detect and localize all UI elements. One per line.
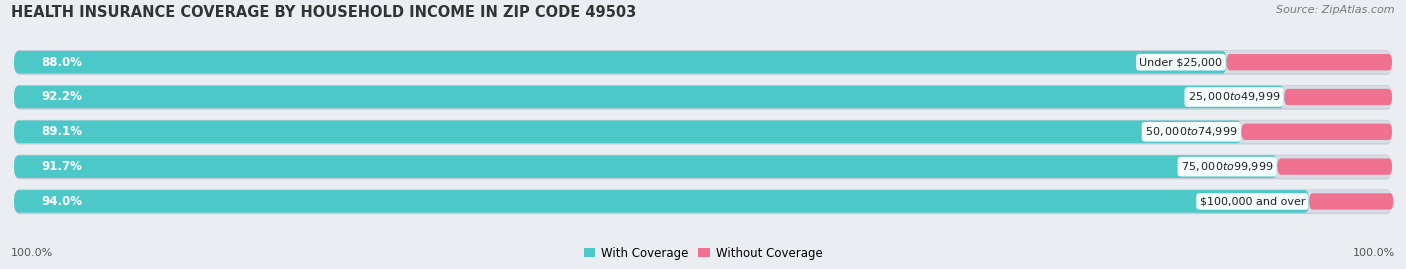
FancyBboxPatch shape (14, 86, 1285, 108)
FancyBboxPatch shape (14, 120, 1392, 144)
Text: $25,000 to $49,999: $25,000 to $49,999 (1188, 90, 1281, 104)
FancyBboxPatch shape (14, 121, 1241, 143)
Text: 100.0%: 100.0% (1353, 248, 1395, 258)
FancyBboxPatch shape (14, 121, 1392, 143)
Legend: With Coverage, Without Coverage: With Coverage, Without Coverage (579, 242, 827, 264)
FancyBboxPatch shape (14, 189, 1392, 214)
Text: 91.7%: 91.7% (42, 160, 83, 173)
Text: HEALTH INSURANCE COVERAGE BY HOUSEHOLD INCOME IN ZIP CODE 49503: HEALTH INSURANCE COVERAGE BY HOUSEHOLD I… (11, 5, 637, 20)
FancyBboxPatch shape (14, 86, 1392, 108)
FancyBboxPatch shape (14, 51, 1226, 73)
FancyBboxPatch shape (14, 51, 1392, 73)
Text: $50,000 to $74,999: $50,000 to $74,999 (1144, 125, 1237, 138)
Text: $75,000 to $99,999: $75,000 to $99,999 (1181, 160, 1274, 173)
FancyBboxPatch shape (1285, 89, 1392, 105)
Text: 100.0%: 100.0% (11, 248, 53, 258)
Text: $100,000 and over: $100,000 and over (1199, 196, 1305, 206)
Text: 94.0%: 94.0% (42, 195, 83, 208)
FancyBboxPatch shape (14, 85, 1392, 110)
FancyBboxPatch shape (14, 155, 1392, 179)
FancyBboxPatch shape (14, 190, 1392, 213)
FancyBboxPatch shape (14, 50, 1392, 75)
FancyBboxPatch shape (1226, 54, 1392, 70)
FancyBboxPatch shape (1241, 124, 1392, 140)
FancyBboxPatch shape (14, 190, 1309, 213)
Text: 88.0%: 88.0% (42, 56, 83, 69)
Text: 92.2%: 92.2% (42, 90, 83, 104)
Text: Source: ZipAtlas.com: Source: ZipAtlas.com (1277, 5, 1395, 15)
FancyBboxPatch shape (1278, 158, 1392, 175)
FancyBboxPatch shape (1309, 193, 1393, 210)
Text: 89.1%: 89.1% (42, 125, 83, 138)
FancyBboxPatch shape (14, 155, 1392, 178)
FancyBboxPatch shape (14, 155, 1278, 178)
Text: Under $25,000: Under $25,000 (1139, 57, 1222, 67)
